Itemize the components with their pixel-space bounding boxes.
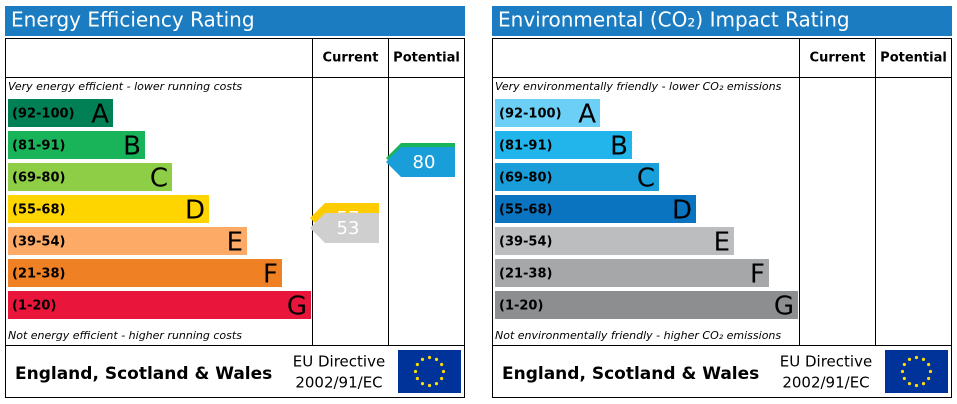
band-range: (21-38): [12, 267, 65, 282]
band-letter: C: [150, 164, 168, 194]
flag-star: [413, 369, 418, 374]
bottom-note: Not environmentally friendly - higher CO…: [495, 329, 781, 342]
column-header: Potential: [393, 51, 460, 66]
band-range: (1-20): [499, 299, 543, 314]
flag-star: [440, 362, 444, 367]
potential-rating-arrow: [386, 147, 455, 177]
footer-directive: EU Directive: [780, 353, 872, 371]
column-header: Potential: [880, 51, 947, 66]
band-range: (92-100): [12, 107, 75, 122]
band-letter: A: [578, 100, 596, 130]
rating-band: [495, 163, 659, 191]
band-range: (69-80): [12, 171, 65, 186]
flag-star: [928, 369, 933, 374]
flag-star: [907, 382, 912, 386]
flag-star: [914, 383, 919, 388]
footer-directive: EU Directive: [293, 353, 385, 371]
band-range: (55-68): [499, 203, 552, 218]
flag-star: [415, 376, 419, 381]
top-note: Very energy efficient - lower running co…: [8, 80, 242, 93]
footer-region: England, Scotland & Wales: [502, 364, 759, 384]
rating-band: [495, 195, 696, 223]
rating-band: [495, 259, 769, 287]
panel-title: Environmental (CO₂) Impact Rating: [498, 8, 850, 32]
band-letter: E: [714, 228, 730, 258]
flag-star: [907, 357, 912, 361]
flag-star: [441, 369, 446, 374]
footer-region: England, Scotland & Wales: [15, 364, 272, 384]
rating-band: [8, 227, 247, 255]
current-rating: 53: [337, 218, 360, 239]
rating-band: [495, 99, 600, 127]
flag-star: [902, 362, 906, 367]
rating-band: [8, 131, 145, 159]
flag-star: [415, 362, 419, 367]
band-letter: B: [610, 132, 628, 162]
flag-star: [434, 357, 439, 361]
rating-band: [8, 195, 209, 223]
flag-star: [420, 357, 425, 361]
band-letter: A: [91, 100, 109, 130]
flag-star: [440, 376, 444, 381]
flag-star: [427, 383, 432, 388]
band-range: (81-91): [499, 139, 552, 154]
rating-band: [8, 291, 311, 319]
rating-band: [495, 227, 734, 255]
title-bar: [5, 6, 465, 36]
top-note: Very environmentally friendly - lower CO…: [495, 80, 782, 93]
band-range: (81-91): [12, 139, 65, 154]
band-letter: G: [287, 292, 307, 322]
rating-band: [495, 291, 798, 319]
flag-star: [420, 382, 425, 386]
flag-star: [434, 382, 439, 386]
band-range: (21-38): [499, 267, 552, 282]
band-letter: E: [227, 228, 243, 258]
footer-directive-code: 2002/91/EC: [782, 374, 869, 392]
band-letter: C: [637, 164, 655, 194]
band-letter: D: [185, 196, 205, 226]
rating-band: [8, 99, 113, 127]
band-range: (39-54): [12, 235, 65, 250]
band-letter: F: [263, 260, 278, 290]
column-header: Current: [323, 51, 379, 66]
title-bar: [492, 6, 952, 36]
band-letter: G: [774, 292, 794, 322]
band-range: (39-54): [499, 235, 552, 250]
band-range: (55-68): [12, 203, 65, 218]
rating-band: [495, 131, 632, 159]
flag-star: [927, 376, 931, 381]
current-rating-arrow: [310, 213, 379, 243]
band-range: (1-20): [12, 299, 56, 314]
footer-directive-code: 2002/91/EC: [295, 374, 382, 392]
band-range: (92-100): [499, 107, 562, 122]
column-header: Current: [810, 51, 866, 66]
panel-title: Energy Efficiency Rating: [11, 8, 255, 32]
potential-rating: 80: [413, 152, 436, 173]
band-range: (69-80): [499, 171, 552, 186]
flag-star: [902, 376, 906, 381]
rating-band: [8, 163, 172, 191]
flag-star: [927, 362, 931, 367]
flag-star: [921, 357, 926, 361]
flag-star: [921, 382, 926, 386]
band-letter: F: [750, 260, 765, 290]
flag-star: [900, 369, 905, 374]
flag-star: [427, 355, 432, 360]
bottom-note: Not energy efficient - higher running co…: [8, 329, 242, 342]
rating-band: [8, 259, 282, 287]
flag-star: [914, 355, 919, 360]
band-letter: B: [123, 132, 141, 162]
band-letter: D: [672, 196, 692, 226]
